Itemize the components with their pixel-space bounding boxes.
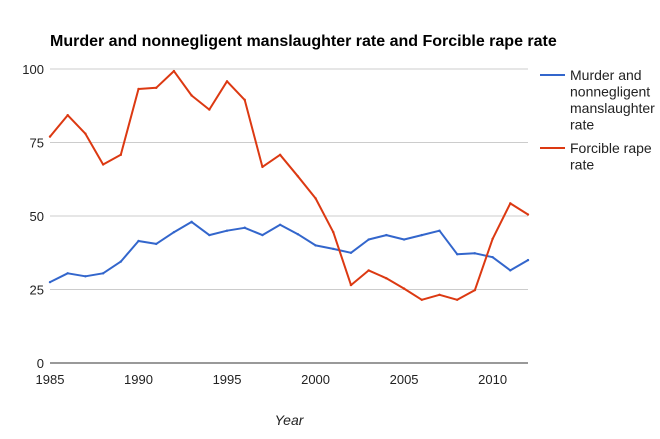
data-point — [509, 269, 512, 272]
legend: Murder andnonnegligentmanslaughterrateFo… — [540, 67, 655, 173]
chart-title: Murder and nonnegligent manslaughter rat… — [50, 33, 557, 50]
data-point — [526, 258, 530, 262]
data-point — [402, 238, 406, 241]
data-point — [101, 272, 105, 275]
y-tick-label: 100 — [22, 62, 44, 77]
data-point — [137, 87, 140, 91]
data-point — [332, 247, 335, 251]
data-point — [296, 175, 300, 178]
data-point — [278, 153, 282, 157]
data-point — [314, 197, 317, 200]
gridlines — [50, 68, 528, 364]
data-point — [455, 253, 459, 256]
data-point — [190, 94, 193, 97]
data-point — [66, 272, 69, 275]
series-lines — [48, 69, 530, 301]
data-point — [455, 298, 459, 301]
data-point — [66, 113, 69, 117]
data-point — [119, 260, 123, 263]
data-point — [385, 277, 388, 280]
data-point — [48, 280, 52, 284]
legend-label: rate — [570, 117, 594, 133]
series-line-forcible-rape-rate — [49, 70, 529, 301]
y-tick-label: 75 — [30, 136, 44, 151]
x-tick-label: 2005 — [390, 372, 419, 387]
data-point — [332, 230, 335, 234]
data-point — [367, 269, 370, 272]
data-point — [208, 108, 211, 111]
legend-label: nonnegligent — [570, 84, 650, 100]
data-point — [261, 165, 264, 169]
data-point — [243, 98, 246, 102]
data-point — [491, 255, 494, 259]
data-point — [243, 226, 246, 229]
data-point — [172, 69, 176, 73]
x-tick-label: 1990 — [124, 372, 153, 387]
data-point — [278, 223, 282, 227]
data-point — [385, 233, 388, 237]
data-point — [438, 229, 441, 232]
data-point — [137, 239, 140, 243]
series-line-murder-rate — [49, 220, 529, 283]
data-point — [367, 238, 370, 241]
data-point — [473, 252, 477, 255]
data-point — [526, 213, 530, 216]
data-point — [261, 233, 264, 237]
axes: 0 25 50 75 100 1985 1990 1995 2000 2005 2010 — [22, 62, 507, 387]
data-point — [349, 283, 353, 287]
x-axis-title: Year — [275, 412, 305, 428]
data-point — [491, 237, 494, 241]
legend-label: Forcible rape — [570, 140, 652, 156]
data-point — [225, 229, 229, 232]
data-point — [349, 251, 353, 254]
data-point — [101, 163, 105, 166]
y-tick-label: 25 — [30, 283, 44, 298]
y-tick-label: 50 — [30, 209, 44, 224]
data-point — [172, 230, 176, 234]
x-tick-label: 2000 — [301, 372, 330, 387]
data-point — [402, 287, 406, 290]
data-point — [225, 80, 229, 83]
data-point — [473, 288, 477, 292]
data-point — [84, 132, 87, 135]
legend-label: manslaughter — [570, 100, 655, 116]
x-tick-label: 2010 — [478, 372, 507, 387]
data-point — [119, 153, 123, 157]
legend-label: rate — [570, 157, 594, 173]
data-point — [155, 242, 158, 246]
data-point — [314, 244, 317, 247]
data-point — [420, 298, 423, 301]
legend-label: Murder and — [570, 67, 642, 83]
x-tick-label: 1995 — [213, 372, 242, 387]
data-point — [155, 86, 158, 90]
x-tick-label: 1985 — [36, 372, 65, 387]
data-point — [190, 220, 193, 224]
data-point — [296, 233, 300, 236]
data-point — [84, 275, 87, 278]
data-point — [438, 293, 441, 296]
y-tick-label: 0 — [37, 356, 44, 371]
data-point — [208, 233, 211, 237]
data-point — [420, 233, 423, 237]
data-point — [509, 202, 512, 205]
data-point — [48, 135, 52, 138]
